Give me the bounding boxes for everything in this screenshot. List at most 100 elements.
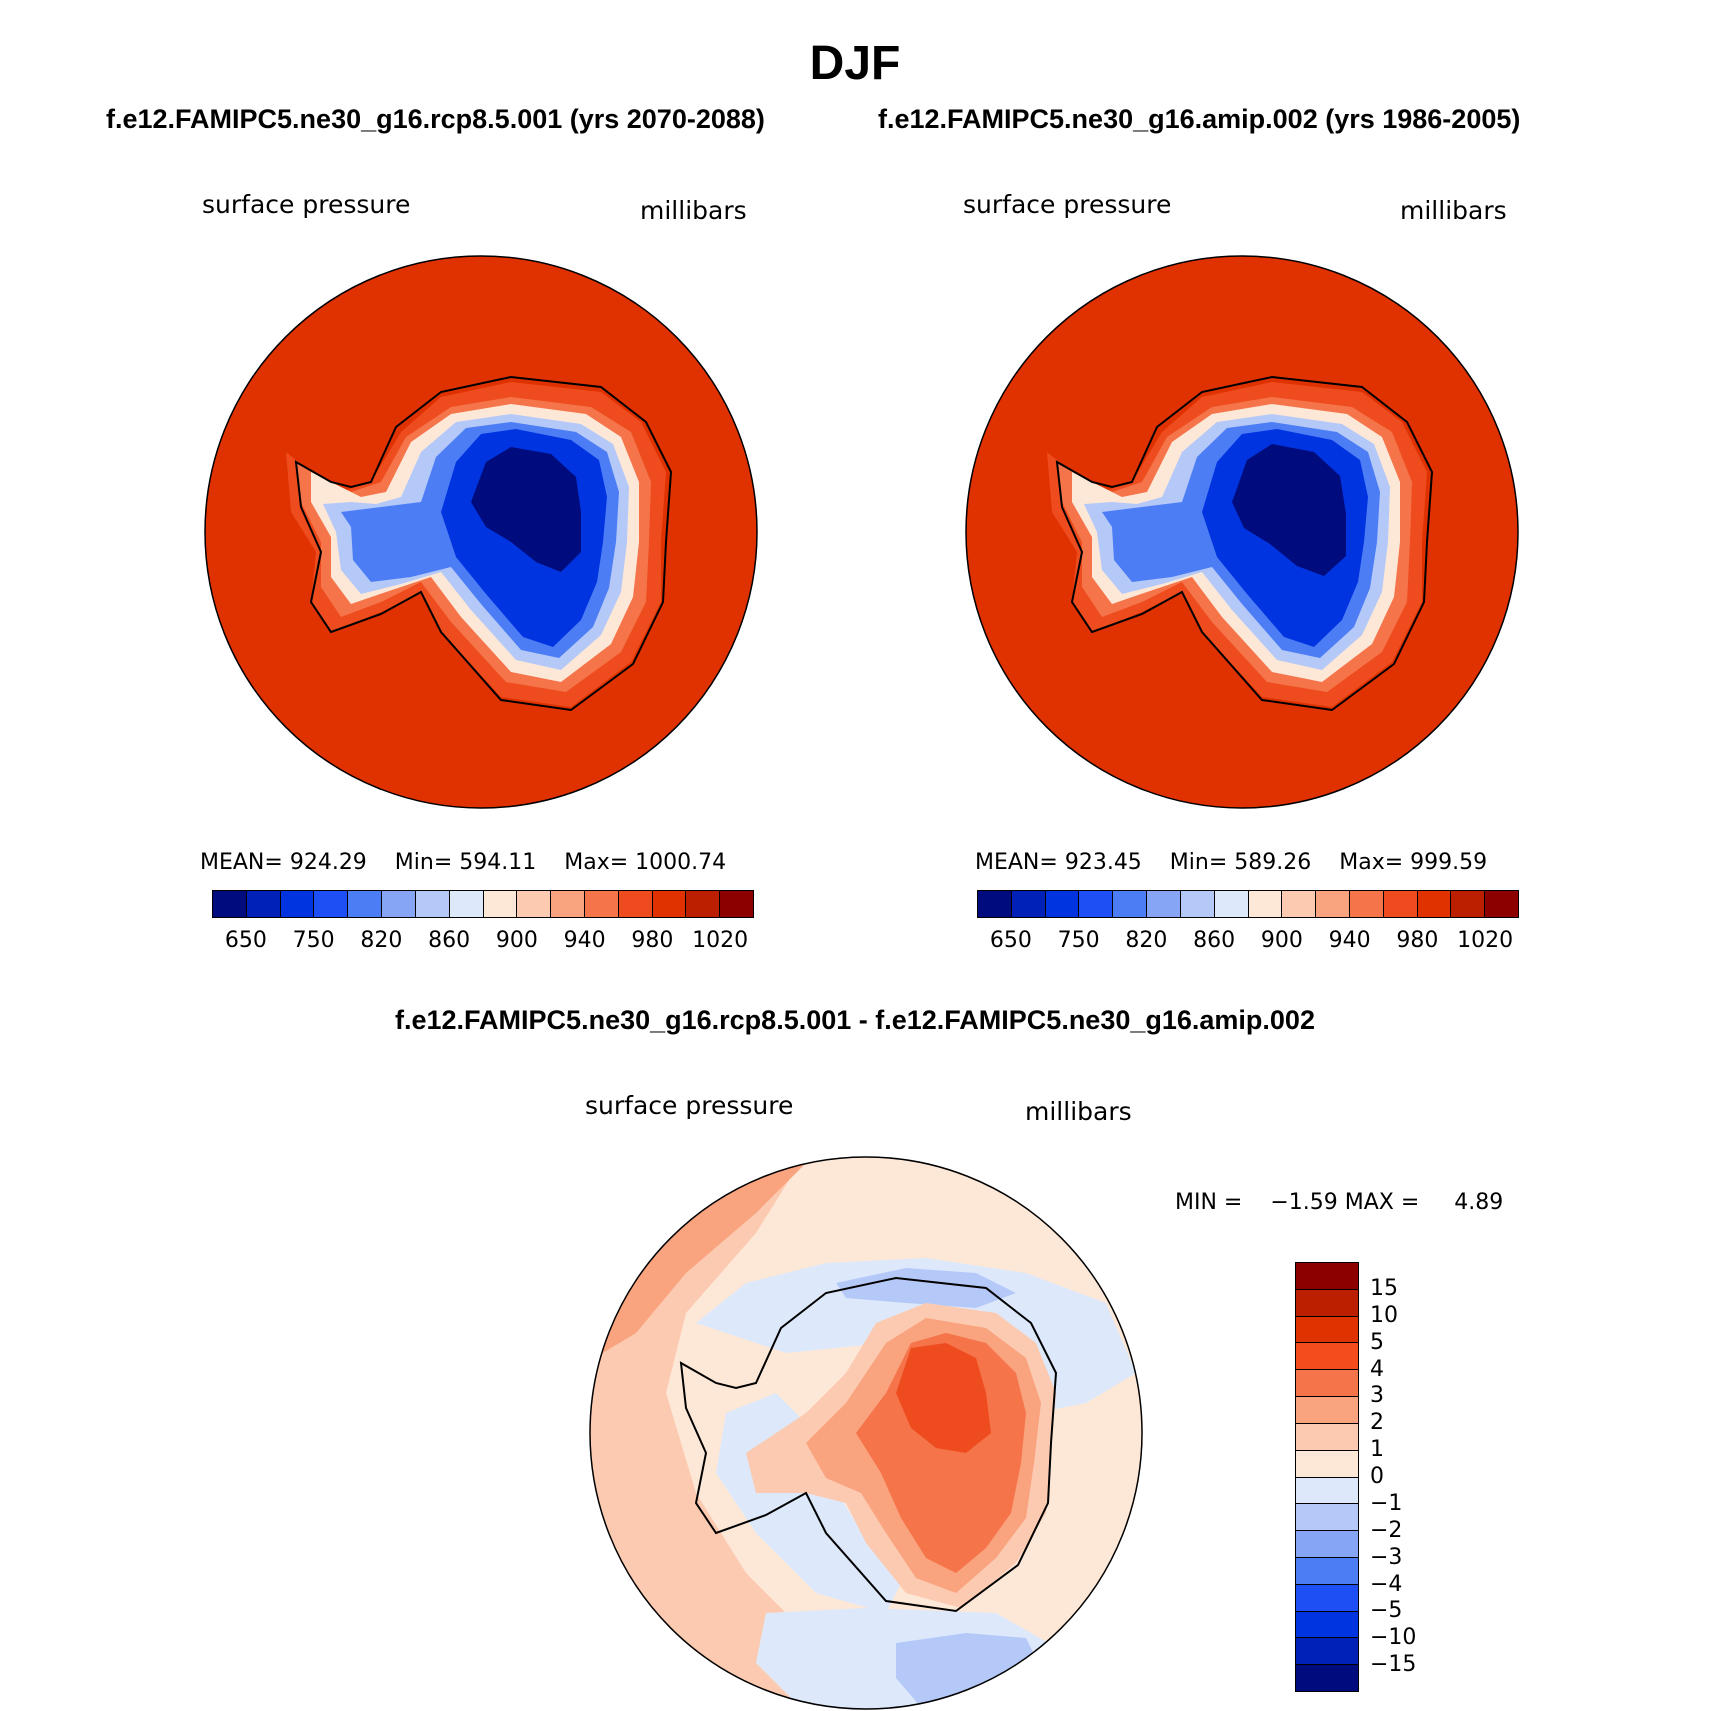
panel2-min-value: 589.26 — [1234, 850, 1312, 875]
colorbar-tick-label: 10 — [1370, 1302, 1398, 1328]
colorbar-swatch — [1296, 1584, 1358, 1612]
diff-max-label: MAX = — [1344, 1190, 1420, 1215]
colorbar-swatch — [415, 891, 450, 917]
colorbar-tick-label: 900 — [1260, 928, 1303, 953]
diff-variable-label: surface pressure — [585, 1091, 794, 1120]
colorbar-swatch — [1296, 1316, 1358, 1344]
panel2-min-label: Min= — [1169, 850, 1228, 875]
colorbar-swatch — [1214, 891, 1249, 917]
colorbar-tick-label: −5 — [1370, 1598, 1403, 1624]
colorbar-swatch — [1180, 891, 1215, 917]
colorbar-swatch — [686, 891, 721, 917]
diff-min-value: −1.59 — [1270, 1190, 1338, 1215]
colorbar-swatch — [618, 891, 653, 917]
colorbar-tick-label: −10 — [1370, 1625, 1417, 1651]
panel2-contour-650 — [1232, 444, 1346, 576]
panel1-coastline — [294, 375, 673, 712]
colorbar-swatch — [1296, 1665, 1358, 1691]
diff-colorbar — [1295, 1262, 1359, 1692]
colorbar-swatch — [1282, 891, 1317, 917]
panel2-mean-value: 923.45 — [1064, 850, 1142, 875]
page-title: DJF — [809, 37, 901, 90]
colorbar-swatch — [1147, 891, 1181, 917]
diff-coastline — [679, 1276, 1058, 1613]
panel2-case-title: f.e12.FAMIPC5.ne30_g16.amip.002 (yrs 198… — [878, 104, 1521, 134]
colorbar-swatch — [584, 891, 619, 917]
colorbar-swatch — [1045, 891, 1080, 917]
colorbar-swatch — [246, 891, 281, 917]
colorbar-swatch — [1296, 1450, 1358, 1478]
diff-contour-neg2-north — [836, 1268, 1016, 1308]
panel2-mean-label: MEAN= — [975, 850, 1058, 875]
panel2-coastline — [1055, 375, 1434, 712]
panel1-stats: MEAN= 924.29 Min= 594.11 Max= 1000.74 — [200, 850, 726, 875]
colorbar-swatch — [1296, 1477, 1358, 1505]
panel1-case-title: f.e12.FAMIPC5.ne30_g16.rcp8.5.001 (yrs 2… — [106, 104, 765, 134]
colorbar-tick-label: −1 — [1370, 1490, 1403, 1516]
panel2-max-label: Max= — [1339, 850, 1404, 875]
colorbar-tick-label: 820 — [1125, 928, 1168, 953]
colorbar-tick-label: 980 — [1396, 928, 1439, 953]
colorbar-swatch — [1296, 1504, 1358, 1532]
colorbar-swatch — [1296, 1531, 1358, 1558]
colorbar-tick-label: 980 — [631, 928, 674, 953]
colorbar-tick-label: 750 — [292, 928, 335, 953]
panel1-map-border — [204, 255, 758, 809]
colorbar-swatch — [1417, 891, 1452, 917]
colorbar-tick-label: 1020 — [1457, 928, 1514, 953]
panel2-units-label: millibars — [1400, 196, 1507, 225]
colorbar-swatch — [1485, 891, 1518, 917]
colorbar-swatch — [1011, 891, 1046, 917]
panel1-map — [204, 255, 758, 809]
colorbar-tick-label: 940 — [1328, 928, 1371, 953]
diff-case-title: f.e12.FAMIPC5.ne30_g16.rcp8.5.001 - f.e1… — [395, 1005, 1315, 1035]
colorbar-tick-label: 650 — [224, 928, 267, 953]
colorbar-swatch — [1296, 1370, 1358, 1398]
panel2-variable-label: surface pressure — [963, 190, 1172, 219]
diff-stats: MIN = −1.59 MAX = 4.89 — [1175, 1190, 1503, 1215]
colorbar-tick-label: 860 — [428, 928, 471, 953]
panel1-min-value: 594.11 — [459, 850, 537, 875]
diff-contour-neg2-south — [896, 1633, 1046, 1709]
panel2-map — [965, 255, 1519, 809]
panel1-max-value: 1000.74 — [635, 850, 727, 875]
colorbar-tick-label: 900 — [495, 928, 538, 953]
colorbar-swatch — [1383, 891, 1418, 917]
panel1-max-label: Max= — [564, 850, 629, 875]
colorbar-tick-label: −4 — [1370, 1571, 1403, 1597]
colorbar-swatch — [652, 891, 687, 917]
colorbar-tick-label: 3 — [1370, 1383, 1384, 1409]
colorbar-swatch — [1296, 1557, 1358, 1585]
panel1-mean-value: 924.29 — [289, 850, 367, 875]
colorbar-swatch — [483, 891, 518, 917]
colorbar-swatch — [449, 891, 484, 917]
colorbar-tick-label: 4 — [1370, 1356, 1384, 1382]
colorbar-swatch — [1248, 891, 1283, 917]
diff-map — [589, 1156, 1143, 1710]
diff-units-label: millibars — [1025, 1097, 1132, 1126]
colorbar-swatch — [280, 891, 315, 917]
colorbar-swatch — [1079, 891, 1114, 917]
panel1-contour-650 — [471, 447, 581, 572]
panel1-mean-label: MEAN= — [200, 850, 283, 875]
colorbar-swatch — [517, 891, 552, 917]
colorbar-tick-label: −2 — [1370, 1517, 1403, 1543]
colorbar-tick-label: 1 — [1370, 1437, 1384, 1463]
panel2-stats: MEAN= 923.45 Min= 589.26 Max= 999.59 — [975, 850, 1487, 875]
colorbar-swatch — [1296, 1638, 1358, 1666]
colorbar-swatch — [1296, 1289, 1358, 1317]
panel1-variable-label: surface pressure — [202, 190, 411, 219]
colorbar-swatch — [1296, 1343, 1358, 1371]
colorbar-swatch — [213, 891, 247, 917]
colorbar-swatch — [1296, 1611, 1358, 1639]
colorbar-tick-label: 15 — [1370, 1275, 1398, 1301]
panel1-min-label: Min= — [394, 850, 453, 875]
panel2-map-border — [965, 255, 1519, 809]
colorbar-tick-label: 1020 — [692, 928, 749, 953]
colorbar-tick-label: 820 — [360, 928, 403, 953]
colorbar-swatch — [1349, 891, 1384, 917]
colorbar-swatch — [1316, 891, 1350, 917]
diff-max-value: 4.89 — [1454, 1190, 1504, 1215]
diff-contour-4to5-continent — [896, 1343, 991, 1453]
colorbar-swatch — [1296, 1423, 1358, 1451]
